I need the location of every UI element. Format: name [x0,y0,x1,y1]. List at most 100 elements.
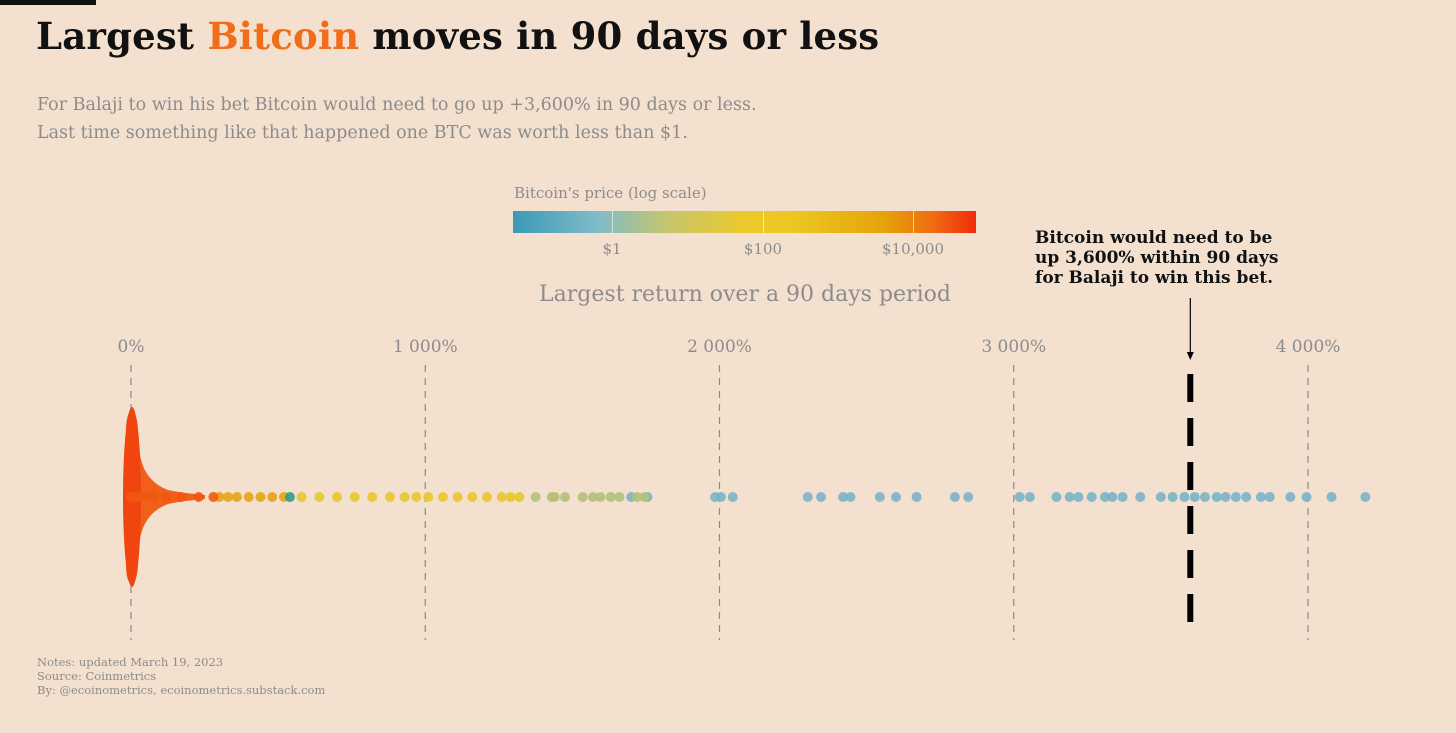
data-point [149,492,160,502]
data-point [384,492,395,502]
data-point [1326,492,1337,502]
data-point [911,492,922,502]
data-point [1189,492,1200,502]
data-point [802,492,813,502]
data-point [963,492,974,502]
data-point [1179,492,1190,502]
data-point [560,492,571,502]
data-point [1301,492,1312,502]
subtitle-line: Last time something like that happened o… [37,123,688,143]
data-point [1135,492,1146,502]
color-legend-label: $1 [602,240,622,258]
chart-notes: Notes: updated March 19, 2023 Source: Co… [37,655,325,697]
data-point [595,492,606,502]
color-legend-tick [612,211,613,233]
data-point [1200,492,1211,502]
data-point [816,492,827,502]
x-tick-label: 3 000% [981,337,1047,357]
data-point [1099,492,1110,502]
data-point [514,492,525,502]
data-point [727,492,738,502]
data-point [505,492,516,502]
data-point [296,492,307,502]
data-point [530,492,541,502]
color-legend-tick [913,211,914,233]
x-axis-title: Largest return over a 90 days period [539,282,951,307]
data-point [1107,492,1118,502]
x-tick-label: 1 000% [392,337,458,357]
data-point [1064,492,1075,502]
data-point [949,492,960,502]
data-point [1211,492,1222,502]
data-point [639,492,650,502]
data-point [231,492,242,502]
data-point [423,492,434,502]
color-legend-label: $10,000 [881,240,945,258]
title-highlight: Bitcoin [207,14,360,58]
x-tick-label: 2 000% [687,337,752,357]
data-point [255,492,266,502]
target-annotation: Bitcoin would need to be up 3,600% withi… [1035,228,1278,288]
data-point [1051,492,1062,502]
data-point [314,492,325,502]
data-point [482,492,493,502]
data-point [367,492,378,502]
data-point [1014,492,1025,502]
subtitle-line: For Balaji to win his bet Bitcoin would … [37,95,757,115]
data-point [331,492,342,502]
color-legend-tick [763,211,764,233]
notes-line: Source: Coinmetrics [37,669,157,683]
data-point [1024,492,1035,502]
data-point [176,492,187,502]
data-point [399,492,410,502]
data-point [208,492,219,502]
data-point [1073,492,1084,502]
data-point [349,492,360,502]
data-point [284,492,295,502]
data-point [243,492,254,502]
annotation-line: up 3,600% within 90 days [1035,248,1279,268]
color-legend-title: Bitcoin's price (log scale) [514,184,707,202]
data-point [845,492,856,502]
data-point [632,492,643,502]
data-point [411,492,422,502]
data-point [1155,492,1166,502]
data-point [614,492,625,502]
color-legend-bar [513,211,976,233]
data-point [161,492,172,502]
data-point [874,492,885,502]
x-tick-label: 0% [117,337,145,357]
data-point [715,492,726,502]
data-point [605,492,616,502]
data-point [1230,492,1241,502]
data-point [891,492,902,502]
data-point [1220,492,1231,502]
data-point [1167,492,1178,502]
data-point [577,492,588,502]
data-point [467,492,478,502]
data-point [1241,492,1252,502]
x-tick-label: 4 000% [1275,337,1341,357]
chart-title: Largest Bitcoin moves in 90 days or less [36,14,880,58]
data-point [1086,492,1097,502]
top-accent-bar [0,0,96,5]
annotation-line: for Balaji to win this bet. [1035,268,1274,288]
chart-subtitle: For Balaji to win his bet Bitcoin would … [37,91,757,147]
data-point [1285,492,1296,502]
data-point [193,492,204,502]
notes-line: Notes: updated March 19, 2023 [37,655,224,669]
color-legend-label: $100 [743,240,783,258]
data-point [549,492,560,502]
data-point [838,492,849,502]
data-point [223,492,234,502]
data-point [1255,492,1266,502]
data-point [587,492,598,502]
data-point [452,492,463,502]
data-point [1117,492,1128,502]
data-point [1360,492,1371,502]
data-point [437,492,448,502]
data-point [267,492,278,502]
data-point [140,492,151,502]
annotation-line: Bitcoin would need to be [1035,228,1273,248]
